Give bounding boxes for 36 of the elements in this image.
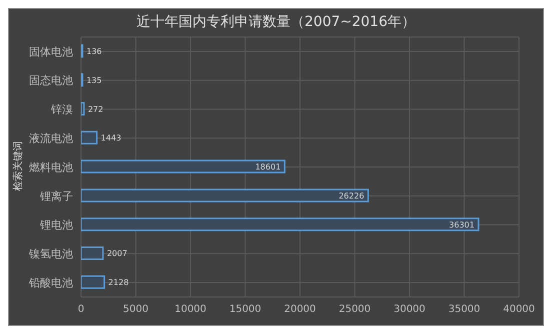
- data-label: 18601: [255, 162, 281, 172]
- x-tick-label: 20000: [284, 304, 316, 316]
- data-label: 135: [86, 76, 102, 85]
- bar: [81, 160, 286, 174]
- y-tick-label: 锂离子: [39, 190, 73, 203]
- y-tick-label: 镍氢电池: [28, 248, 73, 261]
- data-label: 272: [88, 104, 104, 114]
- x-tick-label: 10000: [174, 304, 206, 316]
- y-tick-label: 锌溴: [50, 103, 73, 116]
- data-label: 136: [86, 47, 102, 56]
- y-tick-label: 液流电池: [29, 132, 73, 146]
- bar: [81, 246, 104, 260]
- chart-title: 近十年国内专利申请数量（2007~2016年）: [136, 13, 416, 31]
- bar: [81, 102, 85, 116]
- x-tick-label: 35000: [448, 304, 480, 316]
- bar: [81, 188, 369, 202]
- x-tick-label: 25000: [338, 304, 371, 316]
- x-tick-label: 0: [78, 304, 84, 316]
- data-label: 36301: [449, 220, 474, 230]
- bar: [81, 218, 480, 232]
- x-tick-label: 30000: [394, 304, 426, 316]
- bar: [81, 130, 98, 144]
- y-tick-label: 燃料电池: [29, 160, 73, 174]
- data-label: 1443: [100, 134, 122, 143]
- y-tick-label: 固态电池: [29, 74, 73, 88]
- data-label: 26226: [338, 191, 364, 200]
- y-tick-label: 锂电池: [39, 218, 73, 232]
- data-label: 2128: [108, 278, 129, 288]
- bar: [81, 275, 106, 289]
- x-tick-label: 5000: [123, 304, 148, 316]
- y-axis-title: 检索关键词: [12, 140, 25, 193]
- x-tick-label: 40000: [503, 304, 535, 316]
- x-tick-label: 15000: [229, 304, 262, 316]
- data-label: 2007: [106, 249, 128, 258]
- y-tick-label: 铅酸电池: [28, 276, 73, 290]
- y-tick-label: 固体电池: [29, 45, 73, 58]
